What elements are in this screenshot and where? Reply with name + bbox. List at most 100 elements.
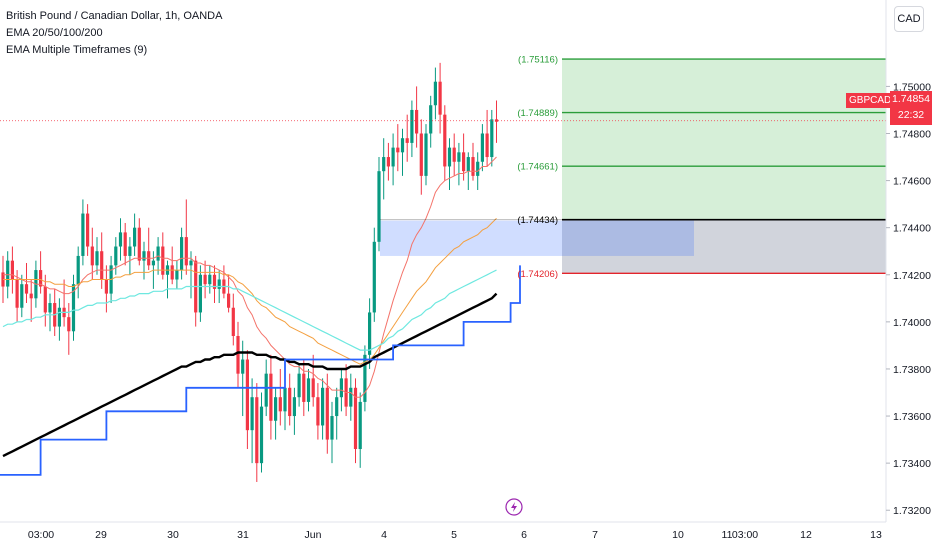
candle-body	[269, 373, 273, 421]
candle-body	[161, 246, 165, 275]
candle-body	[241, 359, 245, 374]
candle-body	[480, 133, 484, 162]
candle-body	[227, 293, 231, 308]
candle-body	[400, 138, 405, 153]
candle-body	[90, 246, 94, 266]
candle-body	[76, 255, 80, 285]
candle-body	[175, 270, 179, 280]
candle-body	[20, 284, 24, 308]
x-tick-label: Jun	[305, 529, 322, 541]
candle-body	[29, 293, 33, 299]
candle-body	[95, 251, 99, 266]
level-label: (1.75116)	[518, 55, 558, 66]
candle-body	[433, 81, 437, 106]
candle-body	[462, 152, 466, 172]
x-tick-label: 4	[381, 529, 387, 541]
candle-body	[208, 274, 212, 285]
candles	[1, 62, 499, 482]
legend-ema-mtf[interactable]: EMA Multiple Timeframes (9)	[6, 44, 148, 56]
x-tick-label: 03:00	[732, 529, 758, 541]
candle-body	[306, 378, 311, 402]
y-tick-label: 1.74800	[893, 129, 931, 141]
candle-body	[311, 378, 315, 398]
candle-body	[438, 81, 442, 115]
candle-body	[48, 303, 52, 313]
candle-body	[349, 387, 353, 407]
x-tick-label: 13	[870, 529, 882, 541]
position-tool	[562, 59, 886, 274]
legend-ema[interactable]: EMA 20/50/100/200	[6, 27, 103, 39]
x-tick-label: 12	[800, 529, 812, 541]
lightning-icon	[511, 502, 517, 512]
candle-body	[151, 260, 155, 266]
candle-body	[39, 270, 43, 287]
candle-body	[81, 213, 85, 256]
candle-body	[217, 279, 221, 289]
candle-body	[396, 147, 400, 153]
candle-body	[419, 133, 423, 176]
x-tick-label: 5	[451, 529, 457, 541]
candle-body	[212, 274, 217, 289]
level-label: (1.74661)	[517, 162, 558, 173]
candle-body	[43, 286, 47, 313]
candle-body	[410, 109, 414, 143]
candle-body	[358, 401, 362, 450]
candle-body	[274, 397, 278, 421]
demand-zone	[380, 220, 694, 256]
candle-body	[330, 416, 334, 440]
candle-body	[133, 227, 137, 247]
candle-body	[335, 397, 339, 417]
candle-body	[368, 312, 372, 355]
candle-body	[123, 232, 127, 256]
candle-body	[377, 171, 381, 242]
candle-body	[180, 237, 184, 271]
candle-body	[339, 378, 343, 398]
candle-body	[71, 284, 76, 332]
candle-body	[471, 157, 475, 176]
candle-body	[292, 397, 296, 417]
candle-body	[466, 157, 470, 172]
candle-body	[128, 246, 132, 256]
y-tick-label: 1.73600	[893, 411, 931, 423]
candle-body	[203, 274, 207, 285]
candle-body	[15, 279, 19, 308]
price-levels: (1.75116) (1.74889) (1.74661) (1.74434) (1.7…	[0, 55, 886, 280]
level-label: (1.74206)	[517, 269, 558, 280]
loss-area	[562, 219, 886, 274]
y-tick-label: 1.73400	[893, 458, 931, 470]
candle-body	[476, 161, 480, 176]
current-price: 1.74854	[892, 93, 930, 105]
x-tick-label: 30	[167, 529, 179, 541]
candle-body	[382, 157, 386, 172]
symbol-badge: GBPCAD	[846, 93, 895, 108]
candle-body	[170, 265, 174, 280]
candle-body	[429, 105, 433, 134]
candle-body	[316, 397, 320, 426]
y-tick-label: 1.75000	[893, 81, 931, 93]
profit-area	[562, 59, 886, 220]
candle-body	[485, 133, 489, 158]
x-tick-label: 11	[722, 529, 733, 541]
candle-body	[142, 251, 146, 261]
candle-body	[353, 387, 358, 450]
candle-body	[100, 251, 104, 280]
candle-body	[424, 133, 428, 176]
candle-body	[457, 152, 461, 162]
y-tick-label: 1.74600	[893, 176, 931, 188]
candle-body	[231, 307, 235, 336]
ema-line	[2, 269, 497, 351]
currency-button[interactable]: CAD	[894, 6, 924, 32]
candle-body	[452, 147, 456, 162]
ema-line	[3, 156, 497, 398]
candle-body	[250, 397, 254, 431]
candle-body	[302, 373, 306, 402]
candle-body	[321, 387, 325, 426]
x-tick-label: 31	[237, 529, 249, 541]
candle-body	[24, 284, 29, 294]
candle-body	[118, 232, 123, 247]
x-tick-label: 29	[95, 529, 107, 541]
candle-body	[255, 397, 259, 464]
ema-mtf-line	[0, 265, 521, 476]
